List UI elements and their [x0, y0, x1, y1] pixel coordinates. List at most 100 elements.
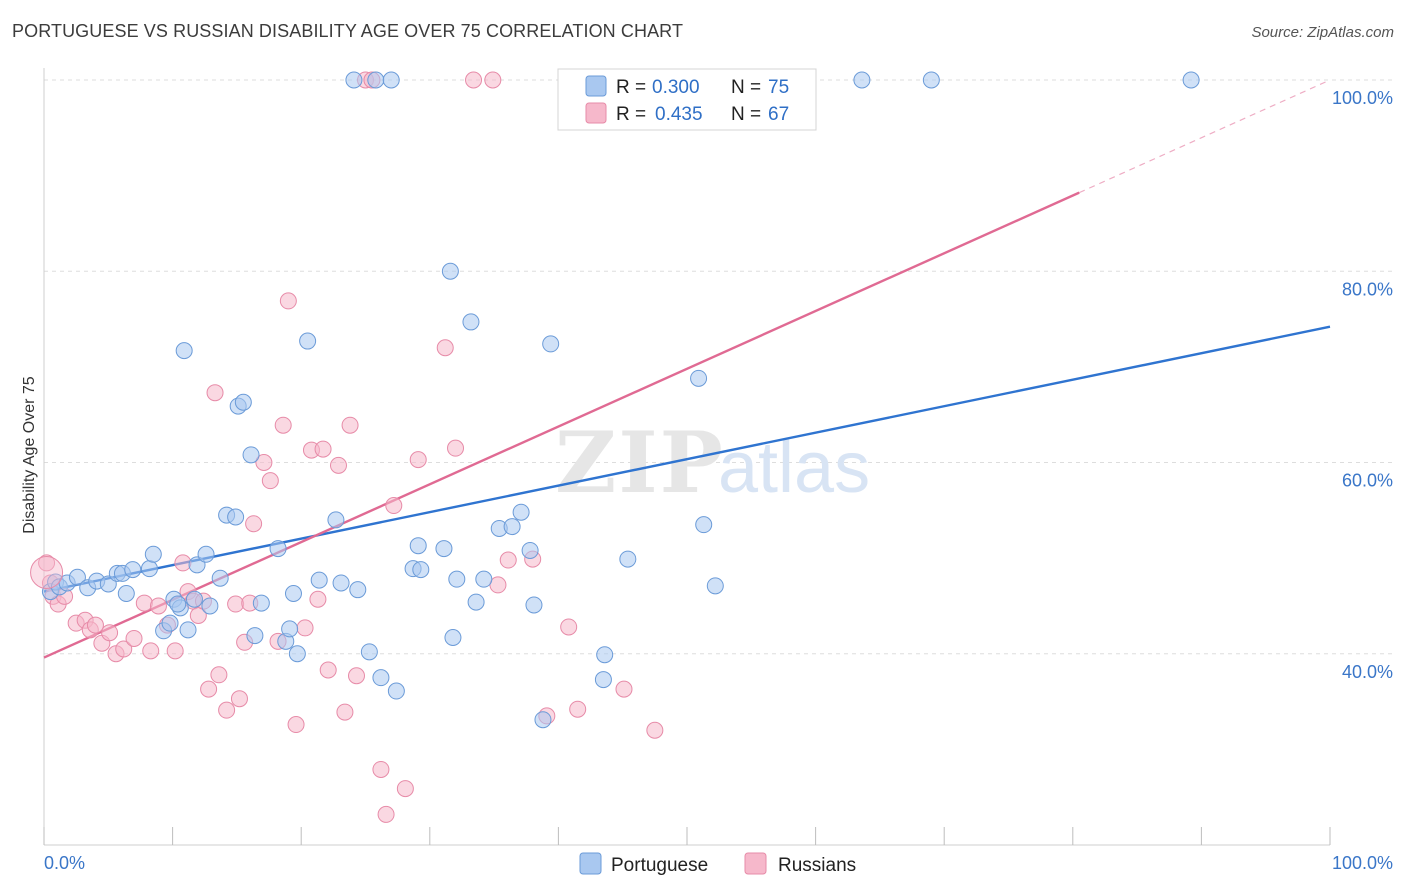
portuguese-point	[382, 71, 400, 89]
portuguese-point	[596, 646, 614, 664]
russians-point	[174, 554, 192, 572]
russians-point	[336, 703, 354, 721]
bottom-legend-swatch-portuguese	[579, 852, 602, 875]
russians-point	[218, 701, 236, 719]
portuguese-point	[467, 593, 485, 611]
axes	[43, 68, 1331, 846]
chart-source: Source: ZipAtlas.com	[1251, 24, 1394, 41]
russians-point	[309, 590, 327, 608]
russians-point	[499, 551, 517, 569]
y-tick-label: 100.0%	[1332, 88, 1393, 108]
legend-r-value-russians: 0.435	[655, 104, 703, 125]
portuguese-point	[144, 545, 162, 563]
portuguese-point	[246, 627, 264, 645]
russians-point	[377, 805, 395, 823]
portuguese-point	[542, 335, 560, 353]
russians-point	[372, 760, 390, 778]
legend-swatch-russians	[585, 102, 607, 124]
russians-point	[227, 595, 245, 613]
russians-point	[255, 454, 273, 471]
portuguese-point	[695, 516, 713, 534]
portuguese-point	[234, 393, 252, 411]
bottom-legend-portuguese: Portuguese	[611, 855, 708, 876]
portuguese-point	[288, 645, 306, 663]
portuguese-point	[435, 540, 453, 558]
portuguese-point	[525, 596, 543, 614]
russians-point	[30, 555, 64, 589]
portuguese-point	[462, 313, 480, 331]
russians-point	[135, 594, 153, 612]
russians-point	[436, 339, 454, 357]
legend-swatch-portuguese	[585, 75, 607, 97]
portuguese-point	[360, 643, 378, 661]
portuguese-point	[690, 369, 708, 387]
russians-point	[615, 680, 633, 698]
portuguese-point	[521, 541, 539, 559]
portuguese-point	[475, 570, 493, 588]
russians-trend-line	[43, 191, 1080, 659]
portuguese-point	[227, 508, 245, 526]
portuguese-point	[299, 332, 317, 350]
portuguese-point	[185, 590, 203, 608]
trend-lines	[43, 79, 1331, 659]
legend-n-value-russians: 67	[768, 104, 789, 125]
portuguese-point	[68, 568, 86, 586]
portuguese-point	[252, 594, 270, 612]
russians-point	[274, 416, 292, 434]
legend-n-value-portuguese: 75	[768, 77, 789, 98]
portuguese-point	[242, 446, 260, 464]
portuguese-point	[284, 585, 302, 603]
russians-point	[347, 667, 365, 685]
russians-point	[447, 439, 465, 457]
data-points	[30, 71, 1200, 823]
portuguese-point	[512, 503, 530, 521]
russians-point	[261, 472, 279, 490]
russians-point	[569, 700, 587, 718]
russians-point	[341, 416, 359, 434]
russians-point	[279, 292, 297, 310]
portuguese-point	[345, 71, 363, 89]
russians-point	[245, 515, 263, 533]
portuguese-point	[448, 570, 466, 588]
russians-point	[287, 716, 305, 734]
watermark: ZIP atlas	[555, 413, 870, 512]
portuguese-trend-line	[43, 325, 1331, 593]
portuguese-point	[269, 540, 287, 558]
bottom-legend-russians: Russians	[778, 855, 856, 876]
y-tick-label: 80.0%	[1342, 279, 1393, 299]
portuguese-point	[534, 711, 552, 729]
portuguese-point	[169, 595, 187, 613]
portuguese-point	[372, 669, 390, 687]
russians-point	[319, 661, 337, 679]
legend-n-label-russians: N =	[731, 104, 761, 125]
portuguese-point	[367, 71, 385, 89]
portuguese-point	[409, 537, 427, 555]
chart-title: PORTUGUESE VS RUSSIAN DISABILITY AGE OVE…	[12, 21, 684, 41]
legend-n-label-portuguese: N =	[731, 77, 761, 98]
watermark-zip: ZIP	[555, 413, 725, 512]
portuguese-point	[853, 71, 871, 89]
portuguese-point	[594, 671, 612, 689]
portuguese-point	[281, 620, 299, 638]
russians-point	[560, 618, 578, 636]
portuguese-point	[117, 585, 135, 603]
russians-point	[296, 619, 314, 637]
russians-point	[314, 440, 332, 458]
legend-r-label-russians: R =	[616, 104, 646, 125]
russians-point	[465, 71, 483, 89]
russians-point	[329, 456, 347, 474]
x-tick-label: 100.0%	[1332, 853, 1393, 873]
portuguese-point	[1182, 71, 1200, 89]
russians-point	[125, 629, 143, 647]
portuguese-point	[332, 574, 350, 592]
russians-point	[210, 666, 228, 684]
portuguese-point	[197, 545, 215, 563]
legend-r-value-portuguese: 0.300	[652, 77, 700, 98]
russians-point	[489, 576, 507, 594]
y-tick-label: 40.0%	[1342, 662, 1393, 682]
portuguese-point	[327, 511, 345, 529]
portuguese-point	[619, 550, 637, 568]
russians-point	[142, 642, 160, 660]
portuguese-point	[175, 342, 193, 360]
